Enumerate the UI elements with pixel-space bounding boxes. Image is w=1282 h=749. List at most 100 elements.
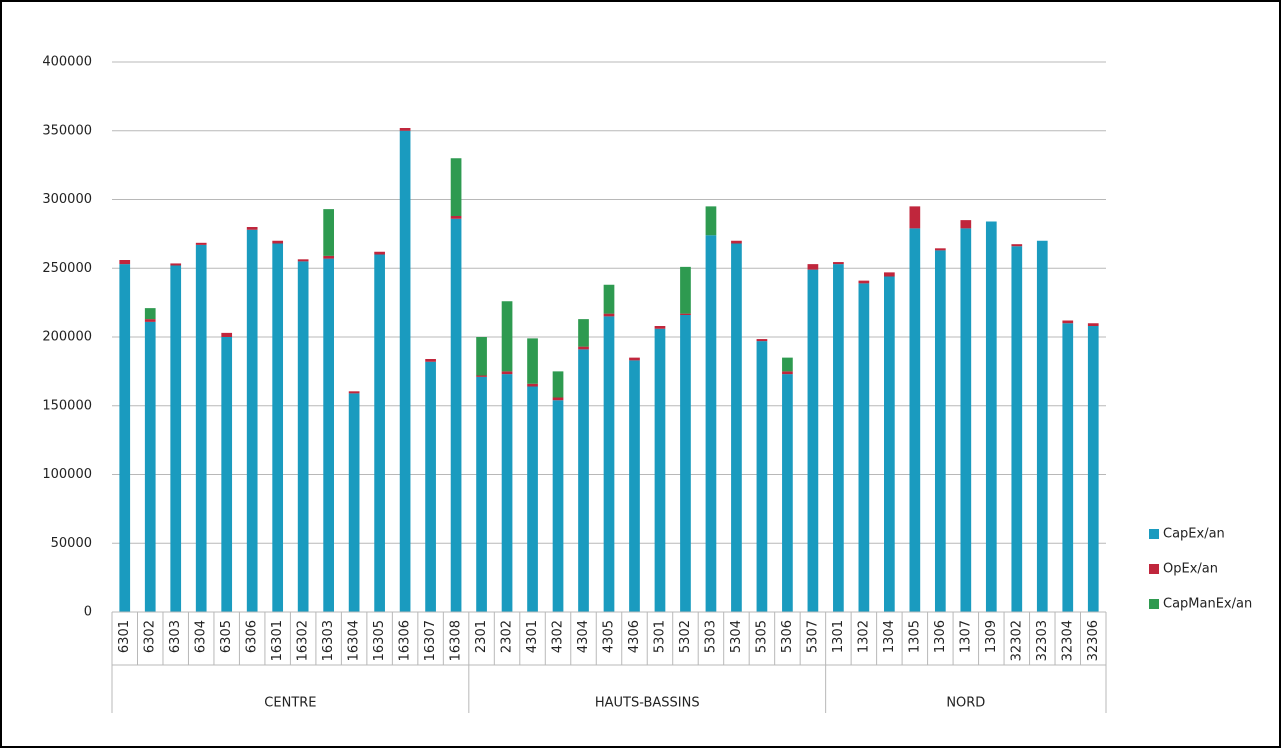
bar-segment <box>323 209 334 256</box>
bar-segment <box>884 272 895 277</box>
bar-segment <box>399 130 411 612</box>
bar-segment <box>221 332 233 337</box>
bar-segment <box>985 221 997 612</box>
x-tick-label: 6306 <box>245 620 260 653</box>
x-tick-label: 6302 <box>143 620 158 653</box>
bar-segment <box>578 346 589 350</box>
bar-segment <box>705 235 717 612</box>
bar-segment <box>909 228 921 612</box>
bar-segment <box>501 374 513 612</box>
legend-label: OpEx/an <box>1163 562 1218 577</box>
x-tick-label: 16305 <box>372 620 387 661</box>
x-tick-label: 1309 <box>984 620 999 653</box>
y-tick-label: 0 <box>84 605 92 620</box>
bar-segment <box>782 357 793 372</box>
legend-label: CapEx/an <box>1163 527 1225 542</box>
x-tick-label: 1304 <box>882 620 897 653</box>
x-tick-label: 4306 <box>627 620 642 653</box>
bar-segment <box>144 308 156 320</box>
y-tick-label: 150000 <box>42 398 92 413</box>
bar-segment <box>833 264 844 612</box>
bar-segment <box>858 283 870 612</box>
y-tick-label: 200000 <box>42 330 92 345</box>
x-tick-label: 4305 <box>602 620 617 653</box>
bar-segment <box>654 328 666 612</box>
bar-segment <box>425 361 436 612</box>
bar-segment <box>934 248 946 251</box>
bar-segment <box>170 263 182 266</box>
y-tick-label: 50000 <box>51 536 92 551</box>
legend-swatch <box>1149 529 1159 539</box>
bar-segment <box>246 229 258 612</box>
bar-segment <box>297 259 309 262</box>
bar-segment <box>858 280 870 284</box>
y-tick-label: 300000 <box>42 192 92 207</box>
bar-segment <box>552 400 564 612</box>
x-tick-label: 2301 <box>474 620 489 653</box>
bar-segment <box>731 243 742 612</box>
x-tick-label: 6304 <box>194 620 209 653</box>
bar-segment <box>1062 323 1074 612</box>
bar-segment <box>1087 323 1099 326</box>
bar-segment <box>756 339 768 342</box>
bar-segment <box>450 216 462 219</box>
x-tick-label: 1302 <box>856 620 871 653</box>
group-label: CENTRE <box>264 696 316 711</box>
x-tick-label: 4301 <box>525 620 540 653</box>
bar-segment <box>272 243 284 612</box>
y-tick-label: 350000 <box>42 123 92 138</box>
bar-segment <box>960 228 972 612</box>
x-tick-label: 6305 <box>219 620 234 653</box>
x-tick-label: 1306 <box>933 620 948 653</box>
bar-segment <box>680 313 691 315</box>
bar-segment <box>603 316 615 612</box>
x-tick-label: 1305 <box>907 620 922 653</box>
bar-segment <box>246 227 258 230</box>
bar-segment <box>399 128 411 131</box>
x-tick-label: 32306 <box>1086 620 1101 661</box>
bar-segment <box>297 261 309 612</box>
bar-segment <box>552 371 564 398</box>
bar-segment <box>833 262 844 265</box>
bar-segment <box>119 260 131 265</box>
bar-segment <box>731 240 742 244</box>
bar-segment <box>1062 320 1074 324</box>
bar-segment <box>629 357 640 361</box>
x-tick-label: 5304 <box>729 620 744 653</box>
x-tick-label: 16306 <box>398 620 413 661</box>
bar-segment <box>807 269 819 612</box>
bar-segment <box>603 284 615 314</box>
bar-segment <box>476 376 487 612</box>
bar-segment <box>476 337 487 376</box>
x-tick-label: 16308 <box>449 620 464 661</box>
x-tick-label: 5301 <box>652 620 667 653</box>
bar-segment <box>476 375 487 377</box>
x-tick-label: 5307 <box>805 620 820 653</box>
y-tick-label: 250000 <box>42 261 92 276</box>
x-tick-label: 6303 <box>168 620 183 653</box>
x-tick-label: 5305 <box>754 620 769 653</box>
bar-segment <box>323 255 334 259</box>
bar-segment <box>578 349 589 612</box>
legend-swatch <box>1149 599 1159 609</box>
x-tick-label: 4302 <box>551 620 566 653</box>
x-tick-label: 32302 <box>1009 620 1024 661</box>
bar-segment <box>195 242 207 245</box>
bar-segment <box>934 250 946 612</box>
x-tick-label: 32304 <box>1060 620 1075 661</box>
bar-segment <box>527 383 538 387</box>
x-tick-label: 16303 <box>321 620 336 661</box>
bar-segment <box>170 265 182 612</box>
bar-segment <box>629 360 640 612</box>
bar-segment <box>1087 326 1099 612</box>
x-tick-label: 5306 <box>780 620 795 653</box>
bar-segment <box>501 371 513 375</box>
bar-segment <box>680 266 691 314</box>
bar-segment <box>348 393 360 612</box>
bar-segment <box>323 258 334 612</box>
bar-segment <box>450 218 462 612</box>
x-tick-label: 16302 <box>296 620 311 661</box>
x-tick-label: 5302 <box>678 620 693 653</box>
bar-segment <box>680 315 691 612</box>
